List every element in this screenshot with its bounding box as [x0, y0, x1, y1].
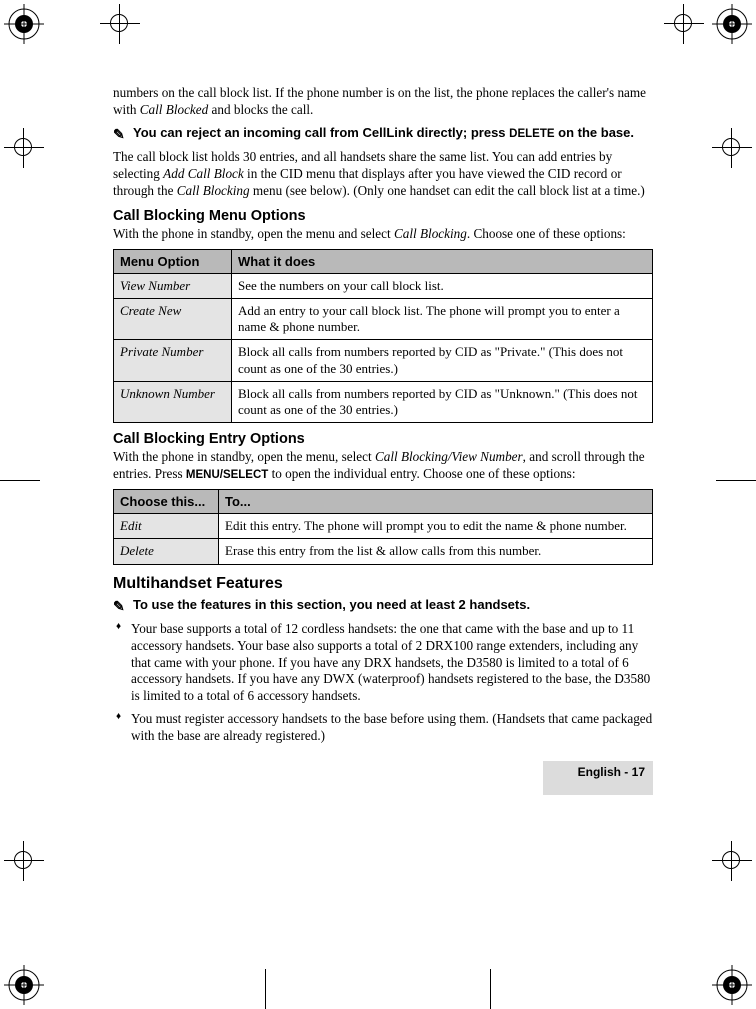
bullet-list: Your base supports a total of 12 cordles… [113, 621, 653, 745]
table-row: Create NewAdd an entry to your call bloc… [114, 298, 653, 340]
table-cell-option: Unknown Number [114, 381, 232, 423]
note-text: To use the features in this section, you… [133, 597, 530, 615]
list-item: You must register accessory handsets to … [113, 711, 653, 745]
page-footer: English - 17 [543, 761, 653, 795]
crop-mark [265, 969, 266, 1009]
crop-mark [716, 480, 756, 481]
table-cell-desc: Erase this entry from the list & allow c… [219, 539, 653, 564]
crosshair-icon [664, 4, 704, 44]
intro-paragraph: numbers on the call block list. If the p… [113, 85, 653, 119]
paragraph: With the phone in standby, open the menu… [113, 226, 653, 243]
heading-menu-options: Call Blocking Menu Options [113, 208, 653, 224]
table-cell-option: Create New [114, 298, 232, 340]
note-reject-call: ✎ You can reject an incoming call from C… [113, 125, 653, 143]
regmark-icon [4, 965, 44, 1005]
table-row: Private NumberBlock all calls from numbe… [114, 340, 653, 382]
table-header: Menu Option [114, 249, 232, 273]
text-italic: Call Blocked [140, 102, 208, 117]
paragraph: With the phone in standby, open the menu… [113, 449, 653, 483]
table-row: DeleteErase this entry from the list & a… [114, 539, 653, 564]
regmark-icon [4, 4, 44, 44]
table-menu-options: Menu Option What it does View NumberSee … [113, 249, 653, 424]
regmark-icon [712, 4, 752, 44]
table-header: To... [219, 490, 653, 514]
note-multihandset: ✎ To use the features in this section, y… [113, 597, 653, 615]
heading-multihandset: Multihandset Features [113, 575, 653, 593]
table-row: Unknown NumberBlock all calls from numbe… [114, 381, 653, 423]
table-row: EditEdit this entry. The phone will prom… [114, 514, 653, 539]
table-cell-desc: Block all calls from numbers reported by… [232, 340, 653, 382]
table-cell-option: Delete [114, 539, 219, 564]
table-header: Choose this... [114, 490, 219, 514]
note-text: You can reject an incoming call from Cel… [133, 125, 634, 143]
crop-mark [490, 969, 491, 1009]
keycap-menu-select: MENU/SELECT [186, 469, 268, 481]
keycap-delete: DELETE [509, 128, 554, 140]
heading-entry-options: Call Blocking Entry Options [113, 431, 653, 447]
crop-mark [0, 480, 40, 481]
table-cell-desc: Add an entry to your call block list. Th… [232, 298, 653, 340]
list-item: Your base supports a total of 12 cordles… [113, 621, 653, 705]
regmark-icon [712, 965, 752, 1005]
table-entry-options: Choose this... To... EditEdit this entry… [113, 489, 653, 565]
table-cell-option: Edit [114, 514, 219, 539]
table-cell-desc: Edit this entry. The phone will prompt y… [219, 514, 653, 539]
table-cell-option: Private Number [114, 340, 232, 382]
crosshair-icon [712, 841, 752, 881]
table-header: What it does [232, 249, 653, 273]
table-cell-desc: Block all calls from numbers reported by… [232, 381, 653, 423]
table-cell-desc: See the numbers on your call block list. [232, 273, 653, 298]
crosshair-icon [4, 128, 44, 168]
crosshair-icon [4, 841, 44, 881]
note-icon: ✎ [113, 597, 133, 615]
paragraph: The call block list holds 30 entries, an… [113, 149, 653, 200]
page-content: numbers on the call block list. If the p… [113, 85, 653, 751]
table-cell-option: View Number [114, 273, 232, 298]
crosshair-icon [100, 4, 140, 44]
text: and blocks the call. [208, 102, 313, 117]
table-row: View NumberSee the numbers on your call … [114, 273, 653, 298]
crosshair-icon [712, 128, 752, 168]
note-icon: ✎ [113, 125, 133, 143]
